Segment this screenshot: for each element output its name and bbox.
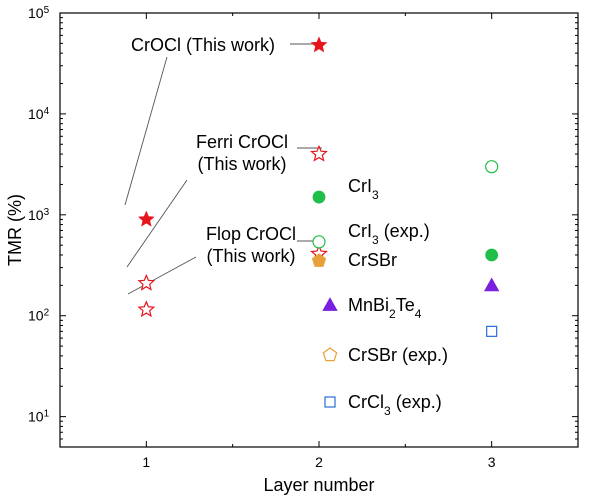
point-flop xyxy=(137,300,156,318)
annotation-leader xyxy=(126,179,188,268)
y-tick-label: 101 xyxy=(28,408,50,425)
point-crocl xyxy=(310,36,328,53)
point-cri3 xyxy=(312,190,326,204)
legend-label-crsbr: CrSBr xyxy=(348,250,397,270)
point-crsbr xyxy=(311,253,327,267)
point-cri3exp xyxy=(312,235,326,249)
annotation-leader xyxy=(127,256,197,295)
legend-label-cri3: CrI3 xyxy=(348,176,379,202)
point-ferri xyxy=(137,273,156,291)
annotations: CrOCl (This work) Ferri CrOCl (This work) F… xyxy=(124,35,322,295)
y-tick-label: 102 xyxy=(28,307,50,324)
annotation-flop: Flop CrOCl (This work) xyxy=(206,224,296,266)
annotation-leader xyxy=(124,56,168,206)
legend-label-crcl3exp: CrCl3 (exp.) xyxy=(348,392,442,418)
y-tick-label: 105 xyxy=(28,5,50,22)
annotation-crocl: CrOCl (This work) xyxy=(131,35,275,55)
x-tick-label: 3 xyxy=(488,454,496,470)
legend: CrI3 CrI3 (exp.) CrSBr MnBi2Te4 CrSBr (exp.)… xyxy=(322,176,448,418)
legend-marker-crcl3exp xyxy=(324,396,336,408)
legend-label-mnbi2te4: MnBi2Te4 xyxy=(348,295,422,321)
legend-marker-crsbrexp xyxy=(322,347,338,362)
x-tick-label: 1 xyxy=(142,454,150,470)
point-mnbi2te4 xyxy=(483,277,500,292)
point-ferri xyxy=(310,144,328,162)
legend-marker-mnbi2te4 xyxy=(322,297,338,311)
plot-frame xyxy=(59,12,579,448)
data-points xyxy=(137,36,500,337)
legend-label-cri3exp: CrI3 (exp.) xyxy=(348,221,430,247)
y-tick-label: 103 xyxy=(28,206,50,223)
annotation-ferri: Ferri CrOCl (This work) xyxy=(196,132,288,174)
axes: 101 102 103 104 105 1 2 3 Layer number TMR (%) xyxy=(5,5,579,495)
x-tick-label: 2 xyxy=(315,454,323,470)
y-axis-title: TMR (%) xyxy=(5,194,25,266)
legend-label-crsbrexp: CrSBr (exp.) xyxy=(348,345,448,365)
point-cri3 xyxy=(485,248,499,262)
point-crocl xyxy=(137,210,155,227)
point-crcl3exp xyxy=(486,325,498,337)
x-axis-title: Layer number xyxy=(263,475,374,495)
y-tick-label: 104 xyxy=(28,105,50,122)
point-cri3exp xyxy=(485,160,499,174)
